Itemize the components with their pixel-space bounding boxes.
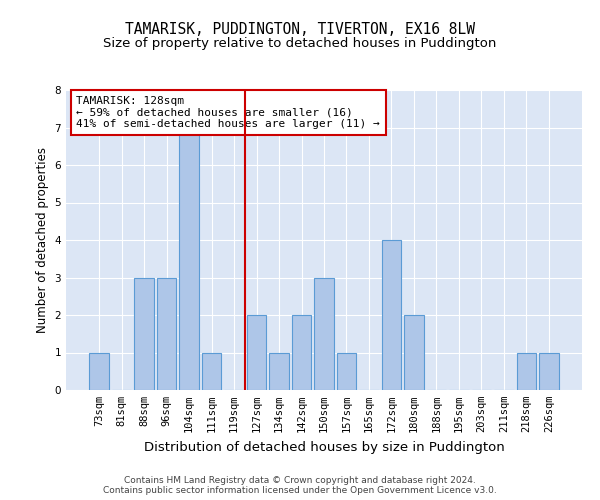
- Bar: [382, 240, 401, 390]
- Text: Size of property relative to detached houses in Puddington: Size of property relative to detached ho…: [103, 38, 497, 51]
- Text: TAMARISK: 128sqm
← 59% of detached houses are smaller (16)
41% of semi-detached : TAMARISK: 128sqm ← 59% of detached house…: [76, 96, 380, 129]
- Bar: [134, 278, 154, 390]
- Text: TAMARISK, PUDDINGTON, TIVERTON, EX16 8LW: TAMARISK, PUDDINGTON, TIVERTON, EX16 8LW: [125, 22, 475, 38]
- Bar: [404, 315, 424, 390]
- Bar: [247, 315, 266, 390]
- Bar: [517, 352, 536, 390]
- Text: Contains HM Land Registry data © Crown copyright and database right 2024.
Contai: Contains HM Land Registry data © Crown c…: [103, 476, 497, 495]
- Bar: [337, 352, 356, 390]
- Bar: [269, 352, 289, 390]
- Bar: [292, 315, 311, 390]
- Y-axis label: Number of detached properties: Number of detached properties: [36, 147, 49, 333]
- Bar: [157, 278, 176, 390]
- Bar: [179, 128, 199, 390]
- X-axis label: Distribution of detached houses by size in Puddington: Distribution of detached houses by size …: [143, 440, 505, 454]
- Bar: [89, 352, 109, 390]
- Bar: [539, 352, 559, 390]
- Bar: [202, 352, 221, 390]
- Bar: [314, 278, 334, 390]
